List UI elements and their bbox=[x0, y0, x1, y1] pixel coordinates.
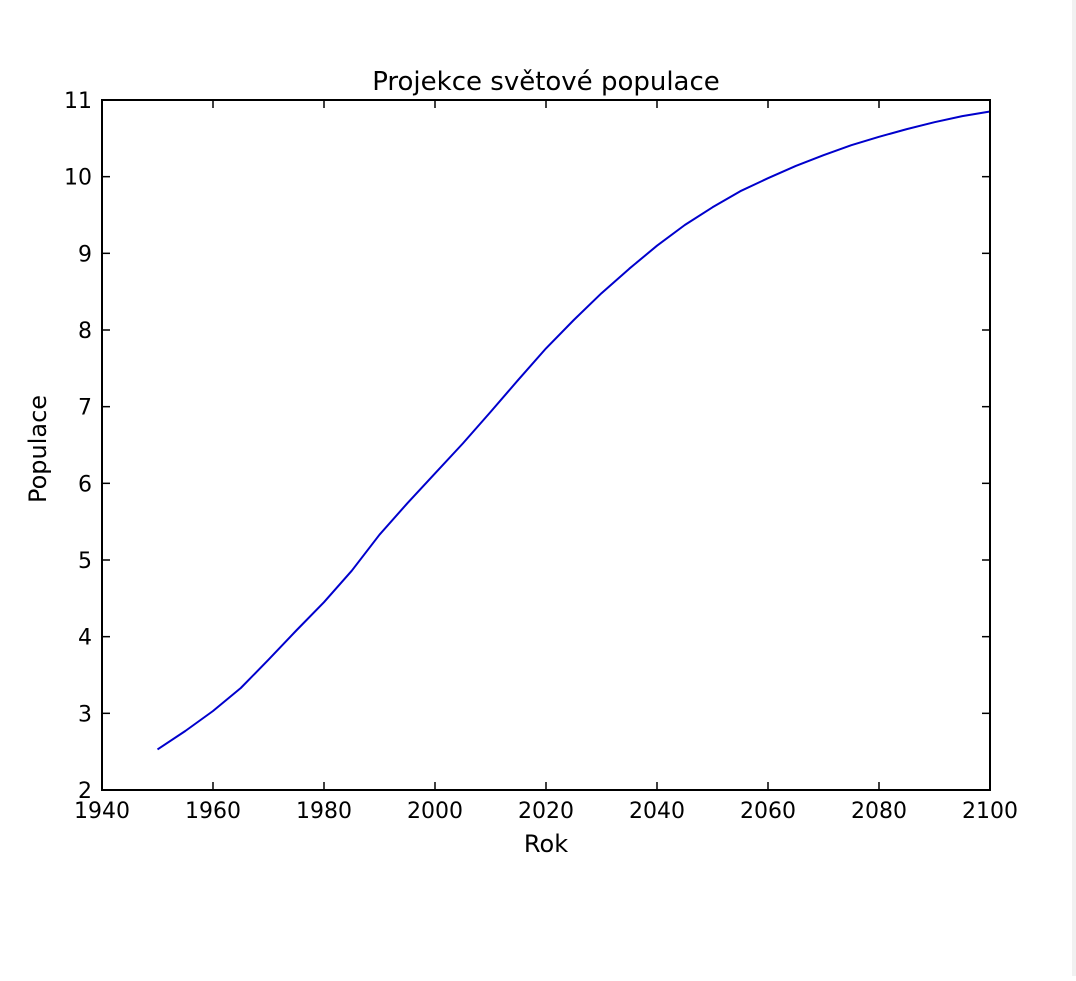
x-tick-label: 1960 bbox=[185, 799, 241, 824]
series-line bbox=[156, 110, 991, 751]
y-tick-label: 6 bbox=[78, 472, 92, 497]
y-tick-label: 2 bbox=[78, 779, 92, 804]
x-tick-label: 2040 bbox=[629, 799, 685, 824]
y-tick-label: 7 bbox=[78, 396, 92, 421]
y-tick-label: 10 bbox=[64, 166, 92, 191]
plot-area: 1940 1960 1980 2000 2020 2040 2060 2080 2100 2 3 4 5… bbox=[64, 89, 1018, 824]
x-tick-label: 2000 bbox=[407, 799, 463, 824]
x-tick-label: 2020 bbox=[518, 799, 574, 824]
y-tick-label: 11 bbox=[64, 89, 92, 114]
window-edge bbox=[1072, 0, 1076, 976]
x-tick-label: 2060 bbox=[740, 799, 796, 824]
x-tick-label: 1940 bbox=[74, 799, 130, 824]
x-tick-label: 2080 bbox=[851, 799, 907, 824]
chart-title: Projekce světové populace bbox=[372, 67, 720, 97]
x-tick-label: 1980 bbox=[296, 799, 352, 824]
x-tick-label: 2100 bbox=[962, 799, 1018, 824]
y-tick-label: 9 bbox=[78, 242, 92, 267]
y-tick-label: 3 bbox=[78, 702, 92, 727]
x-axis-label: Rok bbox=[524, 830, 568, 858]
y-tick-label: 5 bbox=[78, 549, 92, 574]
y-axis-label: Populace bbox=[24, 395, 52, 503]
y-tick-label: 4 bbox=[78, 626, 92, 651]
y-tick-label: 8 bbox=[78, 319, 92, 344]
